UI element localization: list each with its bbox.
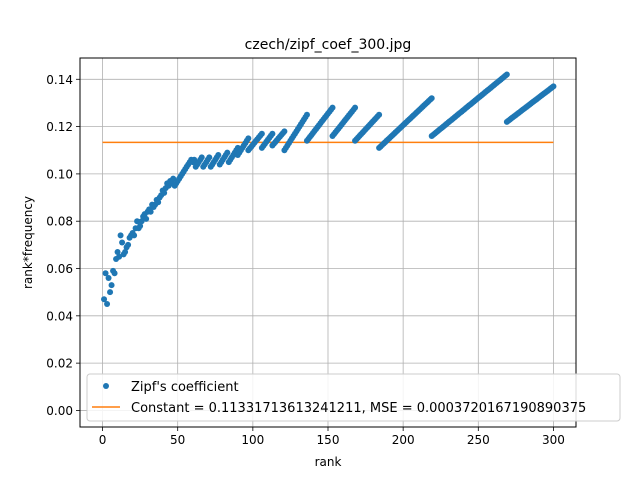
data-point xyxy=(131,232,138,239)
data-point xyxy=(428,95,435,102)
y-tick-label: 0.06 xyxy=(46,262,73,276)
x-tick-label: 200 xyxy=(392,433,415,447)
data-point xyxy=(104,301,111,307)
legend: Zipf's coefficient Constant = 0.11331713… xyxy=(86,373,621,422)
data-point xyxy=(258,130,265,137)
x-axis-label: rank xyxy=(315,455,342,469)
data-point xyxy=(376,111,383,118)
x-tick-label: 300 xyxy=(542,433,565,447)
data-point xyxy=(191,156,198,163)
data-point xyxy=(108,282,115,289)
data-point xyxy=(116,253,123,260)
data-point xyxy=(550,83,557,90)
x-tick-label: 100 xyxy=(241,433,264,447)
data-point xyxy=(352,104,359,111)
y-tick-label: 0.12 xyxy=(46,120,73,134)
axis-ticks: 0 50 100 150 200 250 300 0.00 0.02 0.04 0.06 0.08 0.… xyxy=(46,73,565,447)
chart-title: czech/zipf_coef_300.jpg xyxy=(245,37,412,53)
data-point xyxy=(102,270,109,277)
data-point xyxy=(503,71,510,78)
data-point xyxy=(215,151,222,158)
data-point xyxy=(155,199,162,206)
legend-label-zipf: Zipf's coefficient xyxy=(131,380,239,395)
data-point xyxy=(134,218,141,225)
data-point xyxy=(161,189,168,196)
y-axis-label: rank*frequency xyxy=(21,196,35,289)
data-point xyxy=(138,218,145,225)
data-point xyxy=(329,104,336,111)
y-tick-label: 0.04 xyxy=(46,309,73,323)
data-point xyxy=(170,175,177,182)
data-point xyxy=(206,154,213,161)
y-tick-label: 0.14 xyxy=(46,73,73,87)
legend-box xyxy=(86,373,621,422)
y-tick-label: 0.02 xyxy=(46,357,73,371)
x-tick-label: 250 xyxy=(467,433,490,447)
y-tick-label: 0.00 xyxy=(46,404,73,418)
y-tick-label: 0.10 xyxy=(46,167,73,181)
data-point xyxy=(101,296,108,303)
data-point xyxy=(111,270,118,277)
data-point xyxy=(125,241,132,248)
data-point xyxy=(198,154,205,161)
plot-series xyxy=(101,71,557,307)
x-tick-label: 150 xyxy=(317,433,340,447)
legend-marker-zipf xyxy=(103,383,109,389)
data-point xyxy=(114,248,121,255)
data-point xyxy=(119,239,126,246)
data-point xyxy=(224,149,231,156)
x-tick-label: 50 xyxy=(170,433,185,447)
data-point xyxy=(105,274,112,281)
legend-label-constant: Constant = 0.11331713613241211, MSE = 0.… xyxy=(131,401,586,416)
data-point xyxy=(147,208,154,215)
data-point xyxy=(143,215,150,222)
data-point xyxy=(303,111,310,118)
data-point xyxy=(107,289,114,296)
y-tick-label: 0.08 xyxy=(46,215,73,229)
data-point xyxy=(269,130,276,137)
data-point xyxy=(245,135,252,142)
data-point xyxy=(122,248,129,255)
data-point xyxy=(117,232,124,239)
x-tick-label: 0 xyxy=(99,433,107,447)
data-point xyxy=(137,222,144,229)
data-point xyxy=(281,128,288,135)
